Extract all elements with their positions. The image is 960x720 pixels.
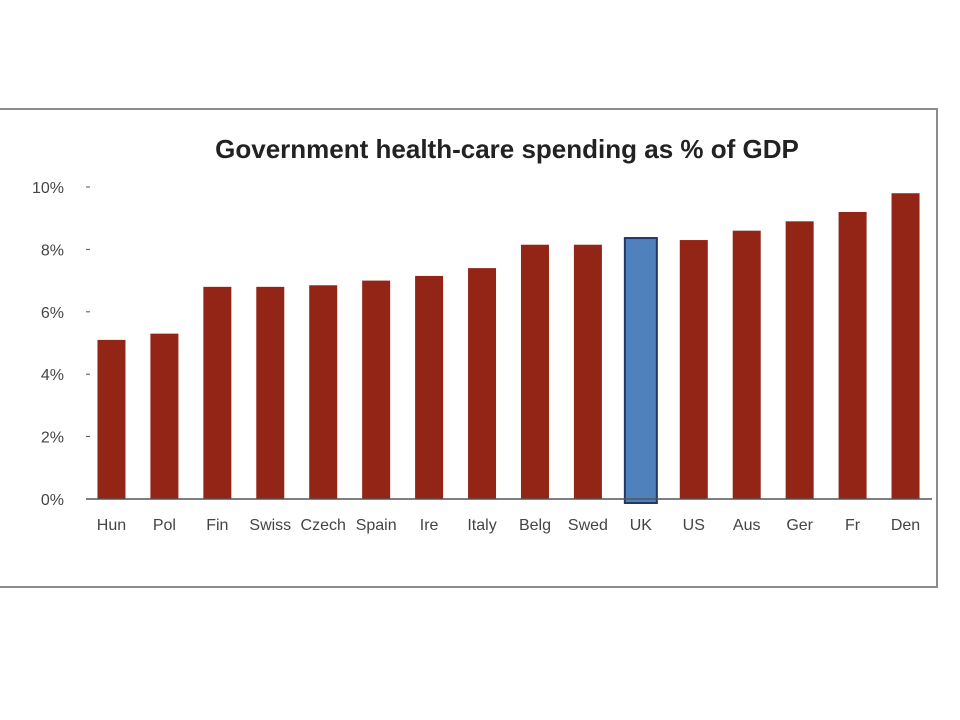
bars [97, 193, 920, 504]
x-tick-label: Fr [845, 517, 861, 534]
bar-swiss [256, 286, 285, 499]
bar-den [891, 193, 920, 500]
x-tick-label: Hun [97, 517, 126, 534]
x-tick-label: Aus [733, 517, 761, 534]
bar-ire [415, 275, 444, 499]
y-axis: 0% 2% 4% 6% 8% 10% [32, 180, 90, 509]
bar-aus [732, 230, 761, 499]
bar-hun [97, 339, 126, 499]
y-tick-label: 0% [41, 492, 64, 509]
x-tick-label: Italy [467, 517, 496, 534]
y-tick-label: 6% [41, 305, 64, 322]
x-tick-label: Swed [568, 517, 608, 534]
x-tick-label: Czech [301, 517, 346, 534]
y-tick-label: 8% [41, 242, 64, 259]
x-axis-labels: Hun Pol Fin Swiss Czech Spain Ire Italy Belg Swed… [97, 517, 920, 534]
x-tick-label: Spain [356, 517, 397, 534]
y-tick-label: 10% [32, 180, 64, 197]
x-tick-label: Fin [206, 517, 228, 534]
x-tick-label: Swiss [249, 517, 291, 534]
x-tick-label: Ger [786, 517, 813, 534]
bar-fr [838, 211, 867, 499]
bar-czech [309, 285, 338, 499]
x-tick-label: Pol [153, 517, 176, 534]
bar-ger [785, 221, 814, 499]
y-tick-label: 4% [41, 367, 64, 384]
x-tick-label: Belg [519, 517, 551, 534]
bar-us [679, 240, 708, 500]
bar-spain [362, 280, 391, 499]
x-tick-label: Ire [420, 517, 439, 534]
bar-italy [468, 268, 497, 499]
bar-fin [203, 286, 232, 499]
x-tick-label: Den [891, 517, 920, 534]
bar-swed [573, 244, 602, 499]
bar-pol [150, 333, 179, 499]
x-tick-label: UK [630, 517, 653, 534]
bar-belg [520, 244, 549, 499]
bar-uk [623, 237, 658, 504]
chart-title: Government health-care spending as % of … [215, 134, 799, 164]
x-tick-label: US [683, 517, 705, 534]
y-tick-label: 2% [41, 430, 64, 447]
